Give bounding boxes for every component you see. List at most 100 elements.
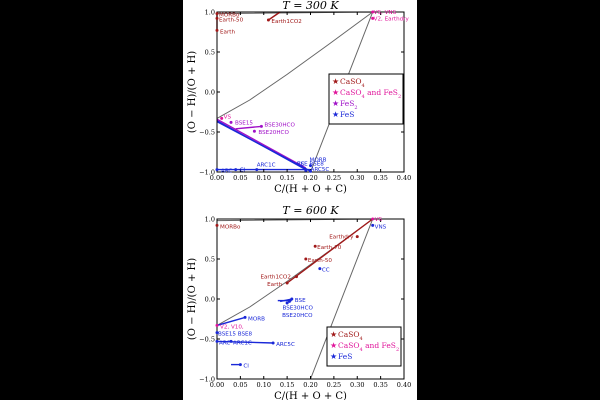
x-axis-label: C/(H + O + C) <box>274 184 347 195</box>
point-label: BSE15 BSE8 <box>218 332 253 338</box>
legend-star-icon: ★ <box>332 110 339 119</box>
data-point <box>215 28 219 32</box>
data-point <box>243 315 247 319</box>
point-label: ARC5C <box>276 342 295 348</box>
point-label: Earth <box>267 282 282 288</box>
boundary-curve <box>216 11 373 119</box>
x-tick-label: 0.10 <box>257 174 271 182</box>
data-point <box>266 18 270 22</box>
y-tick-label: 0.0 <box>205 89 215 97</box>
legend-star-icon: ★ <box>332 88 339 97</box>
point-label: Earth-70 <box>317 245 342 251</box>
legend-star-icon: ★ <box>330 352 337 361</box>
x-axis-label: C/(H + O + C) <box>274 391 347 400</box>
point-label: Earth-50 <box>219 17 244 23</box>
point-label: MORB <box>310 158 327 164</box>
data-point <box>304 257 308 261</box>
x-tick-label: 0.00 <box>210 174 224 182</box>
point-label: V2, V10, <box>220 324 244 330</box>
legend-entry: CaSO4 <box>338 330 363 342</box>
data-point <box>285 301 289 305</box>
point-label: Earth1CO2 <box>260 275 290 281</box>
point-label: MORBo <box>220 224 241 230</box>
point-label: BSE15 <box>235 120 253 126</box>
y-tick-label: 1.0 <box>205 216 215 224</box>
chart-title: T = 300 K <box>282 0 339 12</box>
data-point <box>229 120 233 124</box>
x-tick-label: 0.15 <box>280 381 294 389</box>
series-segment <box>216 120 311 172</box>
series-segment <box>235 125 262 130</box>
data-point <box>309 164 312 168</box>
x-tick-label: 0.10 <box>257 381 271 389</box>
y-tick-label: −0.5 <box>199 129 215 137</box>
point-label: VNS <box>375 224 387 230</box>
data-point <box>234 168 238 172</box>
data-point <box>287 299 291 303</box>
point-label: VS <box>224 114 232 120</box>
data-point <box>259 124 263 128</box>
legend-entry: CaSO4 and FeS2 <box>340 88 401 100</box>
data-point <box>318 267 322 271</box>
data-point <box>229 339 233 343</box>
y-tick-label: 1.0 <box>205 9 215 17</box>
data-point <box>371 217 375 221</box>
point-label: BSE30HCO <box>264 122 295 128</box>
legend-entry: CaSO4 and FeS2 <box>338 341 399 353</box>
data-point <box>215 323 219 327</box>
legend-entry: FeS <box>340 110 354 119</box>
data-point <box>371 10 375 14</box>
legend-entry: FeS <box>338 352 352 361</box>
legend-star-icon: ★ <box>332 77 339 86</box>
point-label: VS, VNS <box>374 10 397 16</box>
data-point <box>290 297 294 301</box>
point-label: VS <box>375 217 383 223</box>
point-label: CI <box>240 168 246 174</box>
point-label: MORBo <box>219 13 240 19</box>
legend-entry: CaSO4 <box>340 77 365 89</box>
data-point <box>309 169 312 173</box>
data-point <box>215 331 219 335</box>
x-tick-label: 0.30 <box>350 381 364 389</box>
data-point <box>215 168 219 172</box>
point-label: BSE20HCO <box>282 313 313 319</box>
point-label: BSE30HCO <box>282 305 313 311</box>
x-tick-label: 0.15 <box>280 174 294 182</box>
legend-star-icon: ★ <box>332 99 339 108</box>
data-point <box>215 339 219 343</box>
x-tick-label: 0.20 <box>303 174 317 182</box>
data-point <box>255 168 259 172</box>
point-label: ARC5C <box>311 167 330 173</box>
data-point <box>355 235 359 239</box>
x-tick-label: 0.40 <box>397 381 411 389</box>
y-tick-label: 0.5 <box>205 256 215 264</box>
chart-2: T = 600 K 0.00 0.05 0.10 0.15 0.20 0.25 0.30 0.3… <box>187 204 411 400</box>
data-point <box>215 223 219 227</box>
point-label: Earth <box>220 29 235 35</box>
y-tick-label: −1.0 <box>199 169 215 177</box>
point-label: MORB <box>248 316 265 322</box>
legend-box <box>328 73 404 125</box>
data-point <box>252 129 256 133</box>
data-point <box>215 12 219 16</box>
point-label: BSE BSE8 <box>297 161 324 167</box>
data-point <box>304 168 308 172</box>
point-label: Earthdry <box>329 235 354 241</box>
series-segment <box>216 316 246 327</box>
data-point <box>294 275 298 279</box>
x-tick-label: 0.35 <box>373 381 387 389</box>
data-point <box>285 281 289 285</box>
point-label: CI <box>243 364 249 370</box>
data-point <box>220 116 224 120</box>
data-point <box>215 16 219 20</box>
y-tick-label: 0.0 <box>205 296 215 304</box>
series-segment <box>286 218 374 284</box>
y-tick-label: 0.5 <box>205 49 215 57</box>
x-tick-label: 0.40 <box>397 174 411 182</box>
point-label: ARC1C <box>233 340 252 346</box>
y-tick-label: −1.0 <box>199 376 215 384</box>
data-point <box>371 16 375 20</box>
series-segment <box>216 118 307 169</box>
point-label: BSE <box>295 298 306 304</box>
series-segment <box>268 11 281 21</box>
